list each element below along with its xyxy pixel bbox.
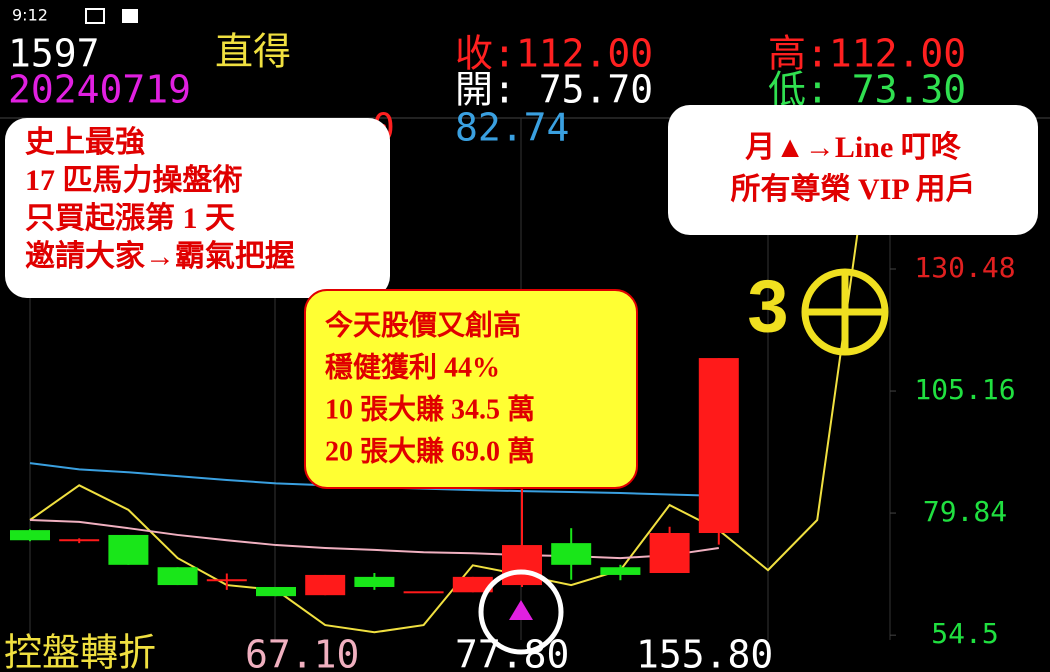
date: 20240719 — [8, 68, 191, 112]
high-price: 高:112.00 — [768, 32, 966, 76]
note-line: 只買起漲第 1 天 — [25, 201, 235, 235]
candle-body — [600, 567, 641, 575]
y-tick-label: 105.16 — [914, 373, 1015, 406]
note-line: 穩健獲利 44% — [325, 351, 500, 383]
close-price: 收:112.00 — [455, 32, 653, 76]
note-line: 邀請大家→霸氣把握 — [25, 240, 295, 273]
candle-body — [206, 579, 247, 582]
note-line: 20 張大賺 69.0 萬 — [325, 435, 535, 467]
footer-label: 控盤轉折 — [4, 631, 156, 672]
note-line: 史上最強 — [25, 126, 145, 159]
note-line: 17 匹馬力操盤術 — [25, 164, 243, 197]
note-line: 所有尊榮 VIP 用戶 — [730, 173, 975, 206]
note-line: 今天股價又創高 — [325, 308, 521, 341]
y-tick-label: 79.84 — [923, 495, 1007, 528]
note-line: 10 張大賺 34.5 萬 — [325, 393, 535, 425]
note-box — [304, 289, 638, 489]
candle-body — [502, 545, 542, 586]
status-time: 9:12 — [12, 6, 48, 25]
candle-body — [452, 576, 493, 593]
candle-body — [551, 543, 592, 565]
ma-line — [29, 519, 719, 560]
stock-code: 1597 — [8, 32, 100, 76]
ma-value: 82.74 — [455, 106, 569, 150]
open-price: 開: 75.70 — [455, 68, 653, 112]
ma-line — [29, 169, 868, 634]
candle-body — [649, 533, 690, 574]
candle-body — [59, 539, 100, 542]
candle-body — [403, 591, 444, 594]
footer-value: 67.10 — [245, 633, 359, 672]
candle-body — [305, 574, 346, 596]
note-box — [668, 105, 1038, 235]
highlight-circle — [478, 569, 564, 655]
note-line: 月▲→Line 叮咚 — [745, 131, 962, 164]
stock-name: 直得 — [215, 30, 291, 74]
low-price: 低: 73.30 — [768, 68, 966, 112]
candle-body — [157, 567, 198, 586]
plot: 130.48 105.16 79.84 54.5 — [10, 169, 1016, 650]
candle-body — [256, 586, 296, 597]
y-tick-label: 54.5 — [931, 617, 998, 650]
candle-body — [10, 530, 50, 541]
candle-body — [108, 534, 149, 565]
marker — [509, 600, 533, 620]
note-box — [5, 118, 390, 298]
status-icon — [122, 9, 138, 23]
count: 3 — [747, 265, 788, 348]
candle-body — [354, 576, 395, 587]
candle-body — [698, 358, 739, 534]
status-icon — [85, 8, 105, 24]
footer-value: 155.80 — [636, 633, 773, 672]
y-tick-label: 130.48 — [914, 251, 1015, 284]
